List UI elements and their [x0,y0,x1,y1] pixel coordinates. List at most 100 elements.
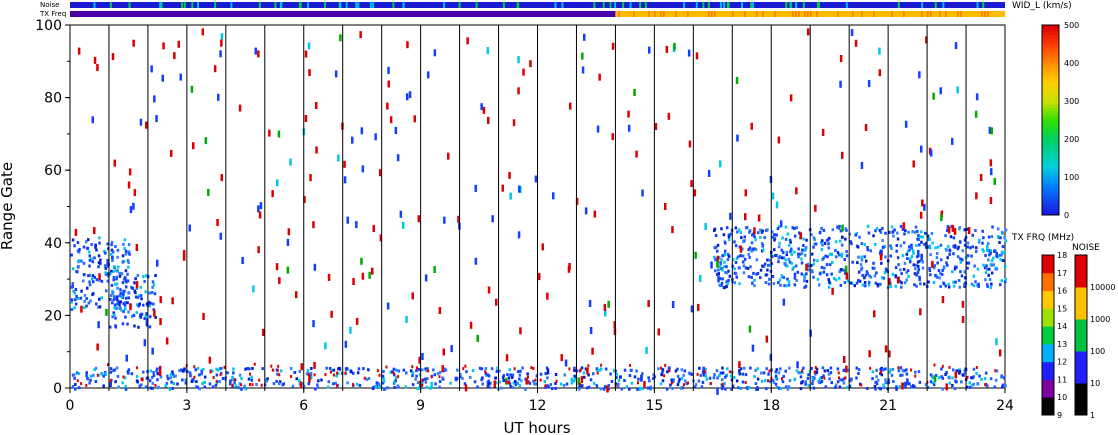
data-cell [147,300,150,304]
wid-colorbar-segment [1042,116,1059,121]
data-cell [443,367,446,371]
data-cell [840,254,844,258]
data-cell [113,368,116,372]
data-cell [891,367,895,371]
data-cell [828,377,831,381]
noise-strip-mark [392,2,395,8]
wid-colorbar-segment [1042,173,1059,178]
wid-colorbar-segment [1042,44,1059,48]
data-cell [723,382,726,386]
data-cell [755,272,758,276]
data-cell [170,380,173,384]
data-cell [682,373,685,377]
data-cell [915,273,918,277]
data-cell [1002,251,1006,255]
data-cell [299,381,303,389]
data-cell [456,368,459,372]
data-cell [934,273,937,277]
data-cell [438,385,441,389]
y-tick-label: 100 [35,18,62,34]
data-cell [149,315,152,319]
data-cell [984,254,987,257]
data-cell [151,347,154,355]
data-cell [733,375,736,379]
data-cell [883,271,887,275]
data-cell [793,227,796,231]
data-cell [308,69,311,77]
data-cell [945,371,948,374]
data-cell [813,242,816,246]
data-cell [884,255,887,259]
data-cell [993,249,997,253]
data-cell [138,302,141,306]
data-cell [939,243,943,247]
data-cell [958,370,962,373]
data-cell [417,215,420,223]
data-cell [276,179,279,187]
data-cell [508,368,511,372]
data-cell [878,386,881,390]
data-cell [765,367,768,371]
data-cell [212,376,215,379]
data-cell [971,233,974,237]
data-cell [352,383,354,387]
data-cell [719,371,723,375]
data-cell [747,252,750,256]
data-cell [261,367,264,371]
data-cell [602,387,606,391]
data-cell [298,370,302,373]
data-cell [494,376,497,380]
data-cell [528,381,532,385]
data-cell [863,255,866,259]
data-cell [117,265,120,269]
data-cell [767,263,770,267]
data-cell [834,278,838,282]
data-cell [966,266,969,270]
data-cell [592,372,595,376]
data-cell [968,381,971,385]
data-cell [124,278,127,282]
data-cell [124,249,128,253]
noise-strip-mark [609,2,612,8]
data-cell [803,273,806,277]
data-cell [664,363,667,367]
data-cell [989,251,992,255]
data-cell [722,253,726,257]
data-cell [841,235,844,239]
data-cell [77,386,81,390]
data-cell [728,233,731,237]
data-cell [111,255,114,259]
data-cell [459,375,462,379]
data-cell [821,366,825,370]
data-cell [92,373,95,377]
data-cell [842,268,845,272]
data-cell [568,367,571,371]
noise-strip-mark [298,2,301,8]
data-cell [600,367,603,371]
data-cell [599,387,603,391]
data-cell [107,363,109,367]
data-cell [974,280,977,284]
data-cell [667,112,671,120]
data-cell [215,367,218,371]
data-cell [189,374,192,378]
data-cell [756,367,759,371]
data-cell [995,254,999,258]
data-cell [815,367,819,371]
data-cell [899,224,903,228]
data-cell [478,366,482,370]
data-cell [106,242,109,246]
x-tick-label: 18 [762,398,780,414]
data-cell [880,249,883,257]
data-cell [680,386,683,390]
data-cell [878,229,882,232]
data-cell [441,376,444,380]
data-cell [97,265,100,269]
data-cell [845,365,848,373]
data-cell [332,368,336,372]
data-cell [956,247,959,251]
data-cell [255,383,258,386]
data-cell [240,377,243,380]
data-cell [126,279,130,283]
data-cell [930,374,934,378]
